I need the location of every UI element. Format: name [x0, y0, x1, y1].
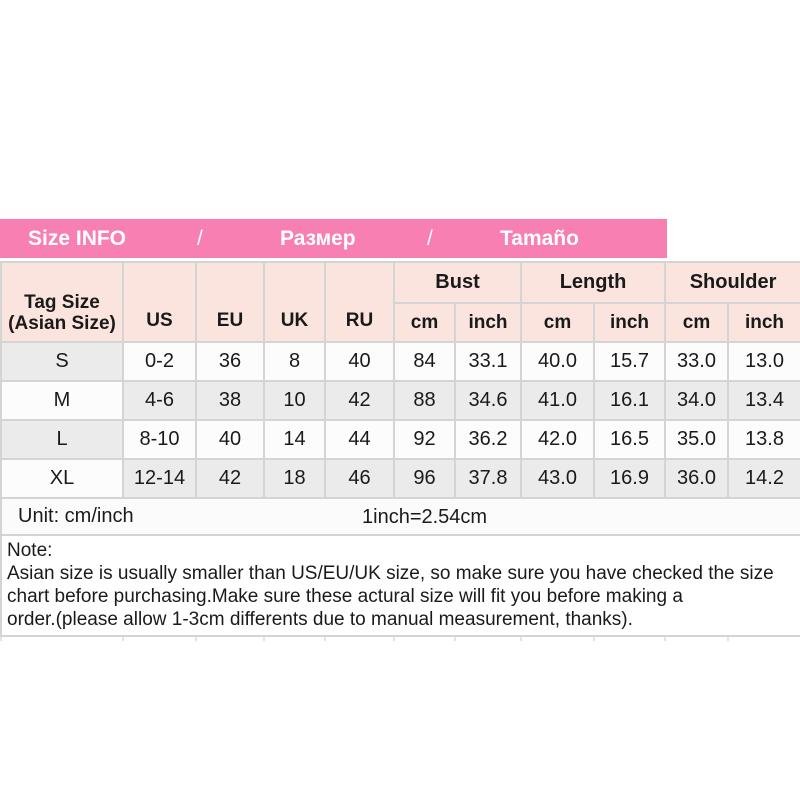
- uk-size-cell: 10: [263, 380, 326, 421]
- us-size-cell: 4-6: [122, 380, 197, 421]
- us-size-cell: 12-14: [122, 458, 197, 499]
- banner-title-spanish: Tamaño: [500, 227, 579, 250]
- column-header-us: US: [122, 261, 197, 343]
- uk-size-cell: 14: [263, 419, 326, 460]
- column-group-shoulder: Shoulder: [664, 261, 800, 304]
- tag-size-header: Tag Size (Asian Size): [0, 261, 124, 343]
- size-row-l: L 8-10 40 14 44 92 36.2 42.0 16.5 35.0 1…: [0, 419, 800, 460]
- length-inch-cell: 16.5: [593, 419, 667, 460]
- note-text-line: Asian size is usually smaller than US/EU…: [7, 563, 774, 584]
- inch-conversion-label: 1inch=2.54cm: [362, 506, 488, 528]
- column-header-uk: UK: [263, 261, 326, 343]
- table-header-row-2: cm inch cm inch cm inch: [1, 302, 800, 343]
- bust-cm-cell: 96: [393, 458, 456, 499]
- eu-size-cell: 42: [195, 458, 265, 499]
- length-cm-cell: 43.0: [520, 458, 596, 499]
- tag-size-header-line-1: Tag Size: [24, 292, 100, 313]
- note-text-line: order.(please allow 1-3cm differents due…: [7, 609, 633, 630]
- column-group-bust: Bust: [392, 261, 523, 304]
- size-table: Tag Size (Asian Size) US EU UK RU Bust L…: [0, 261, 800, 641]
- length-inch-cell: 16.9: [593, 458, 667, 499]
- note-heading: Note:: [7, 540, 53, 561]
- eu-size-cell: 36: [195, 341, 265, 382]
- uk-size-cell: 8: [263, 341, 326, 382]
- length-cm-cell: 42.0: [520, 419, 596, 460]
- banner-title-russian: Размер: [280, 227, 356, 250]
- size-row-m: M 4-6 38 10 42 88 34.6 41.0 16.1 34.0 13…: [0, 380, 800, 421]
- size-row-xl: XL 12-14 42 18 46 96 37.8 43.0 16.9 36.0…: [0, 458, 800, 499]
- banner-title-english: Size INFO: [28, 227, 127, 250]
- bust-inch-cell: 37.8: [453, 458, 523, 499]
- length-cm-cell: 41.0: [520, 380, 596, 421]
- unit-label: Unit: cm/inch: [18, 505, 134, 527]
- length-inch-cell: 15.7: [593, 341, 667, 382]
- size-info-banner: Size INFO / Размер / Tamaño: [0, 219, 667, 258]
- bust-inch-header: inch: [453, 302, 523, 343]
- column-header-eu: EU: [195, 261, 265, 343]
- unit-cell: Unit: cm/inch 1inch=2.54cm: [0, 497, 800, 536]
- ru-size-cell: 40: [324, 341, 395, 382]
- bust-inch-cell: 34.6: [453, 380, 523, 421]
- bust-cm-cell: 88: [393, 380, 456, 421]
- table-header-row-1: Tag Size (Asian Size) US EU UK RU Bust L…: [0, 261, 800, 343]
- shoulder-cm-header: cm: [664, 302, 730, 343]
- banner-separator-1: /: [197, 227, 203, 250]
- shoulder-inch-cell: 13.4: [727, 380, 800, 421]
- ru-size-cell: 46: [324, 458, 395, 499]
- shoulder-inch-cell: 14.2: [727, 458, 800, 499]
- us-size-cell: 0-2: [122, 341, 197, 382]
- shoulder-cm-cell: 33.0: [664, 341, 730, 382]
- length-cm-header: cm: [520, 302, 596, 343]
- tag-size-header-line-2: (Asian Size): [8, 313, 116, 334]
- banner-separator-2: /: [427, 227, 433, 250]
- bust-inch-cell: 33.1: [453, 341, 523, 382]
- ru-size-cell: 42: [324, 380, 395, 421]
- bust-inch-cell: 36.2: [453, 419, 523, 460]
- shoulder-inch-header: inch: [727, 302, 800, 343]
- shoulder-cm-cell: 35.0: [664, 419, 730, 460]
- note-row: Note: Asian size is usually smaller than…: [0, 534, 800, 637]
- bottom-tick-row: [0, 636, 800, 641]
- length-inch-cell: 16.1: [593, 380, 667, 421]
- column-header-ru: RU: [324, 261, 395, 343]
- bust-cm-cell: 84: [393, 341, 456, 382]
- tag-size-cell: M: [0, 380, 124, 421]
- tag-size-cell: XL: [0, 458, 124, 499]
- bust-cm-header: cm: [393, 302, 456, 343]
- unit-row: Unit: cm/inch 1inch=2.54cm: [0, 497, 800, 536]
- size-row-s: S 0-2 36 8 40 84 33.1 40.0 15.7 33.0 13.…: [0, 341, 800, 382]
- bust-cm-cell: 92: [393, 419, 456, 460]
- shoulder-inch-cell: 13.8: [727, 419, 800, 460]
- uk-size-cell: 18: [263, 458, 326, 499]
- shoulder-cm-cell: 36.0: [664, 458, 730, 499]
- column-group-length: Length: [520, 261, 667, 304]
- note-cell: Note: Asian size is usually smaller than…: [0, 534, 800, 637]
- eu-size-cell: 38: [195, 380, 265, 421]
- tag-size-cell: L: [0, 419, 124, 460]
- shoulder-inch-cell: 13.0: [727, 341, 800, 382]
- shoulder-cm-cell: 34.0: [664, 380, 730, 421]
- ru-size-cell: 44: [324, 419, 395, 460]
- note-text-line: chart before purchasing.Make sure these …: [7, 586, 683, 607]
- length-cm-cell: 40.0: [520, 341, 596, 382]
- us-size-cell: 8-10: [122, 419, 197, 460]
- eu-size-cell: 40: [195, 419, 265, 460]
- length-inch-header: inch: [593, 302, 667, 343]
- tag-size-cell: S: [0, 341, 124, 382]
